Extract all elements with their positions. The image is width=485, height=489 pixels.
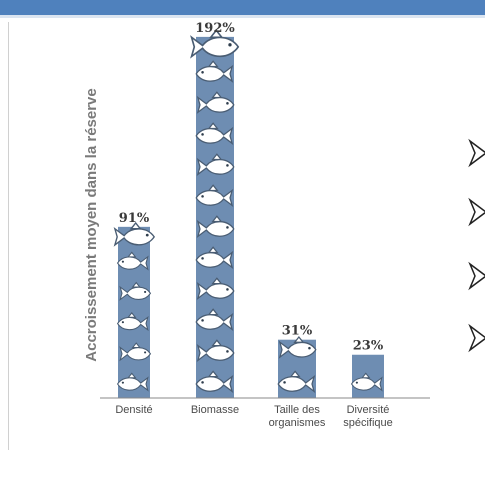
fish-icon-1-3 — [196, 277, 235, 300]
fish-icon-1-10 — [195, 60, 234, 83]
category-label-3-1: spécifique — [343, 417, 393, 429]
fish-icon-2-1 — [278, 336, 317, 359]
value-label-0: 91% — [119, 211, 150, 226]
fish-icon-0-3 — [119, 281, 152, 301]
slide-frame — [8, 22, 369, 450]
fish-icon-1-9 — [196, 91, 235, 114]
fish-icon-1-4 — [195, 246, 234, 269]
fish-icon-1-5 — [196, 215, 235, 238]
fish-icon-1-2 — [195, 308, 234, 332]
y-axis-label: Accroissement moyen dans la réserve — [83, 88, 100, 361]
bar-0 — [118, 226, 150, 398]
fish-icon-2-0 — [277, 370, 316, 394]
fish-icon-1-8 — [195, 122, 234, 145]
fish-icon-1-0 — [195, 370, 234, 394]
arrowhead-bullet-icon-2 — [468, 261, 485, 291]
fish-icon-0-0 — [116, 372, 149, 392]
category-label-0-0: Densité — [115, 404, 152, 416]
category-label-1-0: Biomasse — [191, 404, 239, 416]
fish-icon-0-4 — [116, 251, 149, 271]
value-label-3: 23% — [353, 339, 384, 354]
fish-icon-0-2 — [116, 312, 149, 332]
category-label-2-1: organismes — [269, 417, 326, 429]
arrowhead-bullet-icon-3 — [468, 323, 485, 353]
header-band — [0, 0, 485, 15]
fish-icon-0-1 — [119, 342, 152, 362]
fish-icon-0-5 — [113, 221, 156, 247]
fish-icon-1-6 — [195, 184, 234, 207]
fish-icon-3-0 — [350, 372, 383, 392]
header-band-shadow — [0, 15, 485, 18]
arrowhead-bullet-icon-0 — [468, 138, 485, 168]
category-label-2-0: Taille des — [274, 404, 320, 416]
value-label-2: 31% — [282, 324, 313, 339]
fish-icon-1-11 — [190, 29, 240, 59]
fish-icon-1-7 — [196, 153, 235, 176]
arrowhead-bullet-icon-1 — [468, 197, 485, 227]
value-label-1: 192% — [195, 21, 235, 36]
fish-icon-1-1 — [196, 339, 235, 363]
category-label-3-0: Diversité — [347, 404, 390, 416]
